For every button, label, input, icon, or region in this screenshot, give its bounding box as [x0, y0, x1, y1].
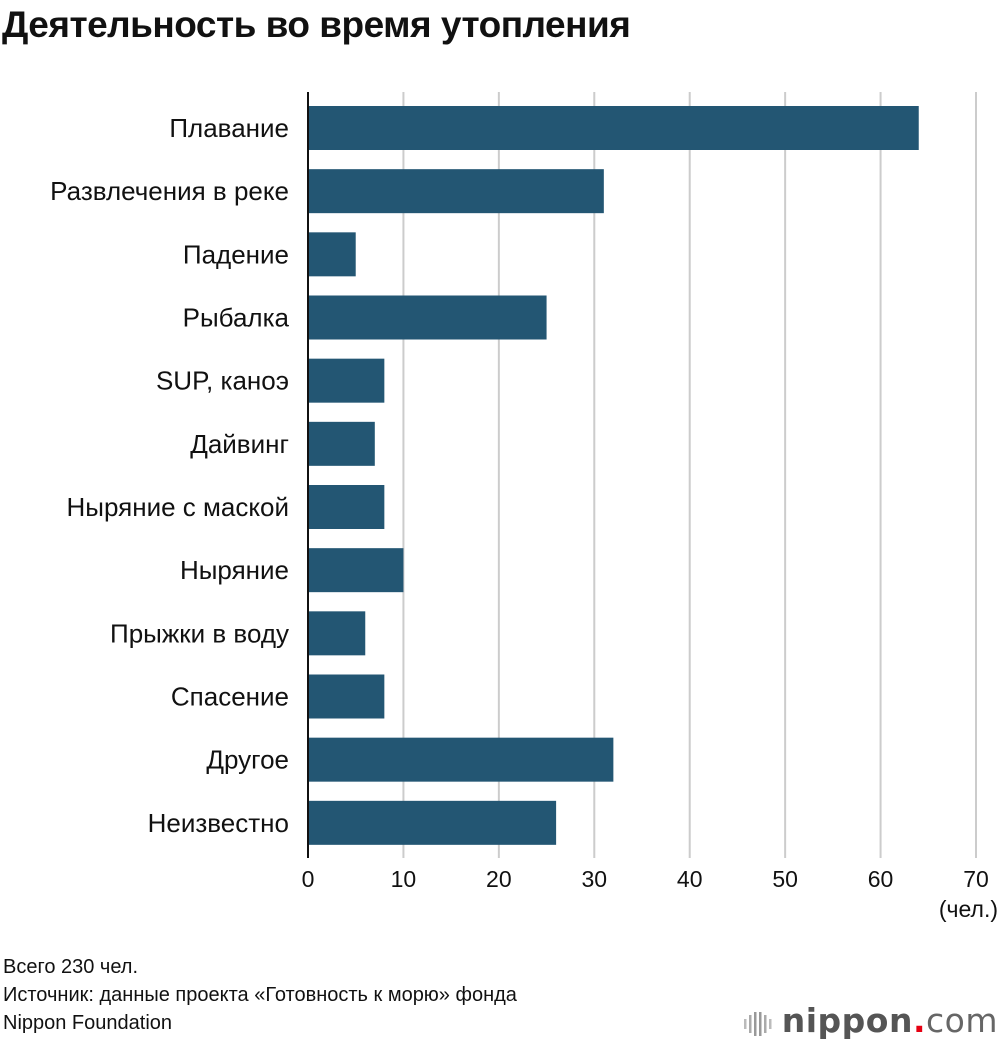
category-label: Другое [206, 745, 289, 775]
bar [308, 106, 919, 150]
category-label: Падение [183, 239, 289, 269]
category-label: SUP, каноэ [156, 366, 289, 396]
source-line: Источник: данные проекта «Готовность к м… [3, 984, 517, 1006]
source-line: Nippon Foundation [3, 1012, 173, 1034]
logo-bars-icon [743, 1011, 772, 1036]
category-label: Неизвестно [148, 808, 289, 838]
bar [308, 800, 557, 845]
logo-text: nippon [781, 1001, 913, 1040]
x-tick-label: 70 [963, 866, 989, 892]
bar [308, 295, 547, 340]
x-tick-label: 60 [868, 866, 894, 892]
bar [308, 421, 375, 466]
category-label: Рыбалка [183, 303, 290, 333]
x-tick-label: 40 [677, 866, 703, 892]
nippon-logo: nippon.com [743, 1001, 998, 1040]
category-label: Спасение [171, 682, 289, 712]
category-label: Ныряние [180, 555, 289, 585]
bar-chart: Плавание Развлечения в реке Падение Рыбалка… [50, 92, 998, 922]
x-tick-label: 0 [302, 866, 315, 892]
x-tick-label: 50 [772, 866, 798, 892]
category-label: Ныряние с маской [67, 492, 290, 522]
x-tick-label: 20 [486, 866, 512, 892]
category-label: Дайвинг [190, 429, 289, 459]
bar [308, 232, 356, 277]
bar [308, 485, 385, 529]
bar [308, 674, 385, 719]
x-tick-label: 30 [581, 866, 607, 892]
category-label: Плавание [169, 113, 289, 143]
category-label: Развлечения в реке [50, 176, 289, 206]
bar [308, 611, 366, 656]
category-label: Прыжки в воду [110, 618, 289, 648]
total-note: Всего 230 чел. [3, 956, 139, 978]
logo-tld: com [926, 1001, 998, 1040]
bar [308, 737, 614, 782]
footer: Всего 230 чел. Источник: данные проекта … [3, 953, 517, 1037]
bar [308, 358, 385, 403]
bar [308, 169, 604, 214]
x-axis-unit: (чел.) [939, 896, 998, 922]
x-tick-label: 10 [391, 866, 417, 892]
bar [308, 548, 404, 593]
logo-dot: . [912, 1001, 927, 1040]
chart-title: Деятельность во время утопления [2, 4, 631, 45]
